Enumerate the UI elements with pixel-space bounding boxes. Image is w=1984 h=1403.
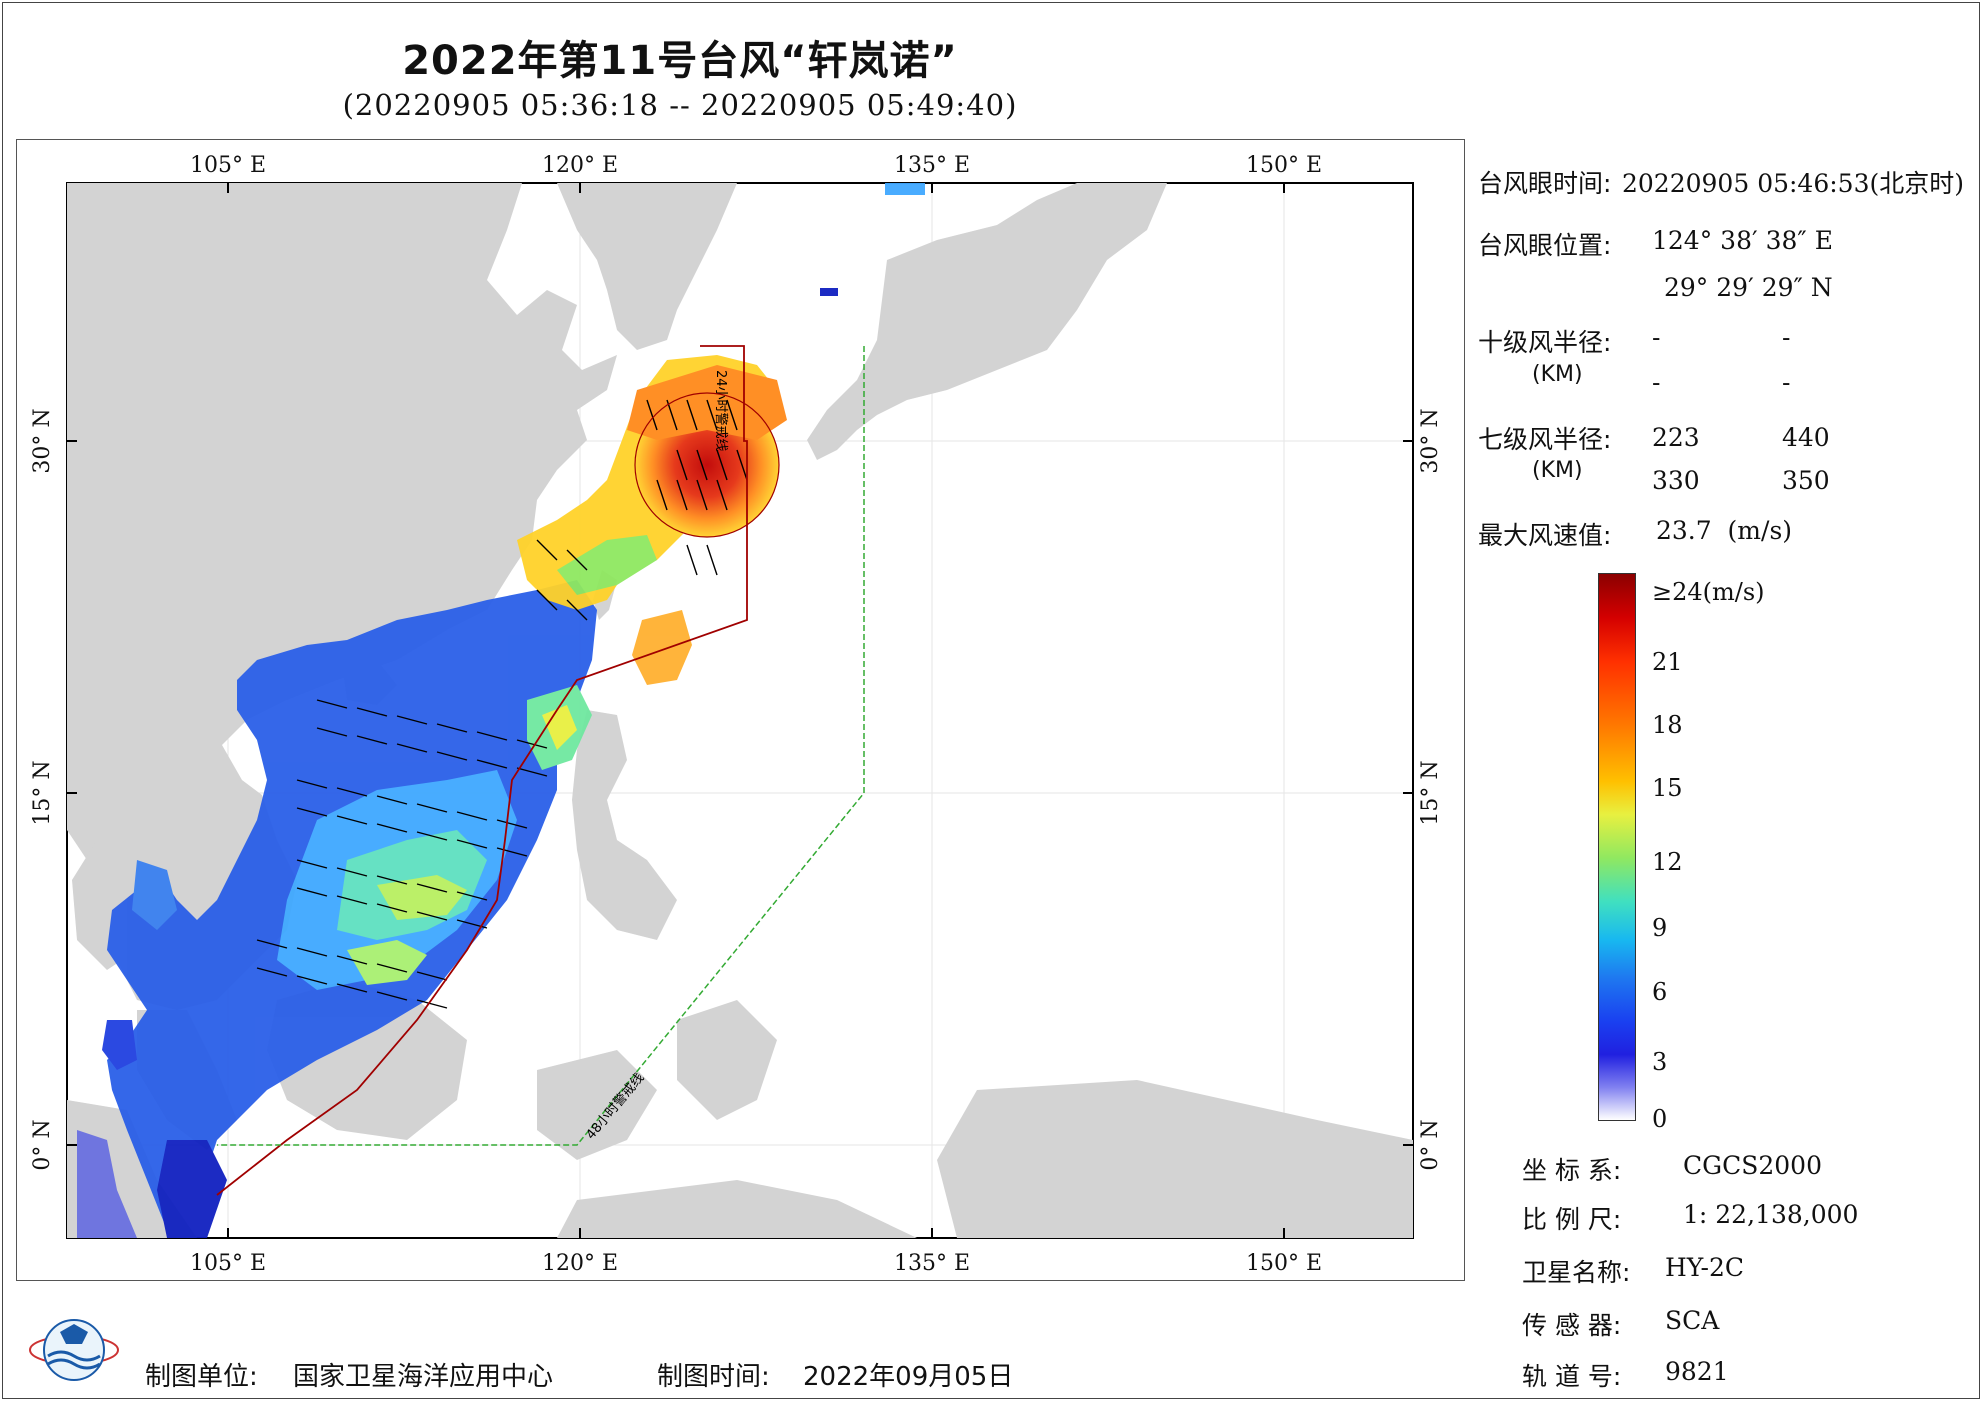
r10-value: - (1782, 368, 1791, 397)
max-wind-value: 23.7 (m/s) (1656, 516, 1793, 545)
colorbar-label: 21 (1652, 648, 1683, 676)
lon-tick-top: 105° E (190, 153, 266, 178)
lat-tick-right: 15° N (1418, 760, 1443, 825)
eye-time-value: 20220905 05:46:53(北京时) (1622, 169, 1964, 198)
tick-labels: 105° E 120° E 135° E 150° E 105° E 120° … (30, 153, 1443, 1276)
eye-lat: 29° 29′ 29″ N (1664, 273, 1833, 302)
eye-pos-label: 台风眼位置: (1478, 231, 1612, 260)
lon-tick-bottom: 120° E (542, 1251, 618, 1276)
lat-tick-right: 30° N (1418, 408, 1443, 473)
map-title: 2022年第11号台风“轩岚诺” (402, 38, 958, 84)
map-panel: 24小时警戒线 48小时警戒线 105° E 120° E 135° E 150… (16, 139, 1465, 1281)
r10-unit: (KM) (1532, 362, 1583, 387)
wind-field-scs (77, 580, 597, 1238)
date-value: 2022年09月05日 (803, 1362, 1014, 1392)
wind-barbs (256, 399, 748, 1009)
lat-tick-left: 0° N (30, 1119, 55, 1170)
sensor-label: 传 感 器: (1522, 1311, 1622, 1340)
axis-ticks (67, 183, 1413, 1238)
r10-label: 十级风半径: (1478, 328, 1612, 357)
lon-tick-top: 150° E (1246, 153, 1322, 178)
eye-lon: 124° 38′ 38″ E (1652, 226, 1833, 255)
r10-value: - (1652, 323, 1661, 352)
orbit-value: 9821 (1665, 1357, 1729, 1386)
crs-label: 坐 标 系: (1522, 1156, 1622, 1185)
r7-value: 440 (1782, 423, 1830, 452)
r7-value: 350 (1782, 466, 1830, 495)
colorbar-label: 18 (1652, 711, 1683, 739)
r7-value: 330 (1652, 466, 1700, 495)
lat-tick-left: 30° N (30, 408, 55, 473)
map-subtitle: (20220905 05:36:18 -- 20220905 05:49:40) (342, 88, 1018, 122)
warning-line-48h (217, 346, 865, 1146)
lon-tick-top: 120° E (542, 153, 618, 178)
typhoon-wind-radius (634, 392, 780, 538)
r10-value: - (1782, 323, 1791, 352)
wind-speed-colorbar (1598, 573, 1636, 1121)
r7-unit: (KM) (1532, 458, 1583, 483)
lon-tick-bottom: 135° E (894, 1251, 970, 1276)
lon-tick-top: 135° E (894, 153, 970, 178)
colorbar-label: ≥24(m/s) (1652, 578, 1765, 606)
scale-value: 1: 22,138,000 (1683, 1200, 1859, 1229)
wind-field-map: 24小时警戒线 48小时警戒线 105° E 120° E 135° E 150… (30, 153, 1443, 1276)
colorbar-label: 15 (1652, 774, 1683, 802)
producer-label: 制图单位: (145, 1362, 258, 1392)
orbit-label: 轨 道 号: (1522, 1362, 1622, 1391)
lat-tick-left: 15° N (30, 760, 55, 825)
satellite-label: 卫星名称: (1522, 1258, 1631, 1287)
satellite-value: HY-2C (1665, 1253, 1745, 1282)
colorbar-label: 12 (1652, 848, 1683, 876)
r7-label: 七级风半径: (1478, 425, 1612, 454)
scale-label: 比 例 尺: (1522, 1205, 1622, 1234)
crs-value: CGCS2000 (1683, 1151, 1822, 1180)
nsoas-logo-icon (29, 1319, 119, 1381)
wind-field-ecs (517, 183, 925, 685)
eye-time-label: 台风眼时间: (1478, 169, 1612, 198)
sensor-value: SCA (1665, 1306, 1720, 1335)
r7-value: 223 (1652, 423, 1700, 452)
warning-24h-label: 24小时警戒线 (713, 370, 729, 452)
colorbar-label: 6 (1652, 978, 1668, 1006)
producer-value: 国家卫星海洋应用中心 (293, 1362, 554, 1392)
colorbar-label: 3 (1652, 1048, 1668, 1076)
colorbar-label: 9 (1652, 914, 1668, 942)
r10-value: - (1652, 368, 1661, 397)
colorbar-label: 0 (1652, 1105, 1668, 1133)
lat-tick-right: 0° N (1418, 1119, 1443, 1170)
warning-line-24h (216, 345, 748, 1196)
lon-tick-bottom: 105° E (190, 1251, 266, 1276)
date-label: 制图时间: (657, 1362, 770, 1392)
max-wind-label: 最大风速值: (1478, 521, 1612, 550)
lon-tick-bottom: 150° E (1246, 1251, 1322, 1276)
